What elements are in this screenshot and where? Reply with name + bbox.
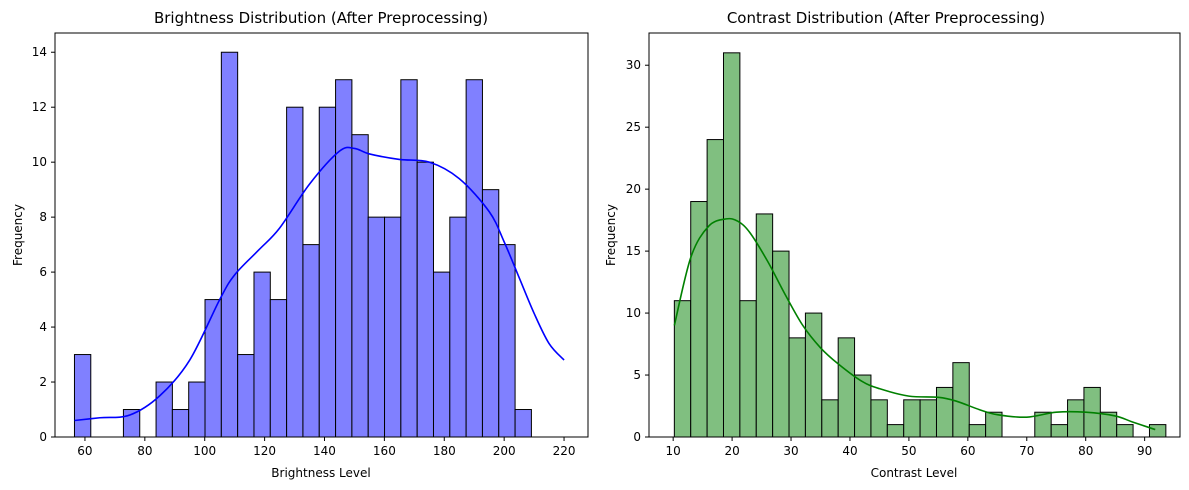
histogram-bar <box>985 411 1003 438</box>
x-tick-label: 60 <box>77 444 92 458</box>
x-tick-label: 60 <box>960 444 975 458</box>
histogram-bar <box>870 399 888 438</box>
x-axis-label: Brightness Level <box>271 466 370 480</box>
histogram-bar <box>968 424 987 438</box>
histogram-bar <box>1116 424 1134 438</box>
histogram-bar <box>351 134 369 438</box>
histogram-bar <box>1148 424 1167 438</box>
histogram-bar <box>171 409 190 438</box>
x-tick-label: 100 <box>193 444 216 458</box>
kde-curve <box>74 146 565 422</box>
axes-frame <box>54 32 589 438</box>
histogram-bar <box>903 399 921 438</box>
histogram-bar <box>837 337 856 438</box>
y-tick-label: 5 <box>633 368 641 382</box>
histogram-bar <box>919 399 937 438</box>
x-tick-label: 90 <box>1137 444 1152 458</box>
histogram-bar <box>237 354 255 438</box>
y-tick-label: 30 <box>626 58 641 72</box>
y-tick-label: 8 <box>39 210 47 224</box>
x-tick-label: 70 <box>1019 444 1034 458</box>
histogram-bar <box>220 51 239 438</box>
histogram-bar <box>367 216 386 438</box>
x-tick-label: 10 <box>666 444 681 458</box>
histogram-bar <box>1050 424 1069 438</box>
y-axis-label: Frequency <box>604 204 618 266</box>
x-tick-label: 140 <box>313 444 336 458</box>
x-tick-label: 160 <box>373 444 396 458</box>
y-tick-label: 25 <box>626 120 641 134</box>
histogram-bar <box>673 300 692 438</box>
x-tick-label: 80 <box>1078 444 1093 458</box>
contrast-plot-area: 10 20 30 40 50 60 70 80 90 0 5 10 15 20 25 30 <box>626 32 1181 458</box>
x-tick-label: 40 <box>842 444 857 458</box>
histogram-bar <box>788 337 806 438</box>
histogram-bar <box>449 216 467 438</box>
y-tick-label: 12 <box>32 100 47 114</box>
histogram-bar <box>416 161 434 438</box>
y-tick-label: 0 <box>633 430 641 444</box>
y-tick-label: 2 <box>39 375 47 389</box>
histogram-bar <box>465 79 483 438</box>
y-tick-label: 4 <box>39 320 47 334</box>
histogram-bar <box>722 52 741 438</box>
x-tick-label: 200 <box>493 444 516 458</box>
y-tick-label: 0 <box>39 430 47 444</box>
histogram-bar <box>772 250 790 438</box>
histogram-bar <box>706 139 724 438</box>
x-tick-label: 220 <box>553 444 576 458</box>
histogram-bar <box>432 271 451 438</box>
chart-title: Brightness Distribution (After Preproces… <box>154 9 488 27</box>
kde-curve <box>673 217 1156 431</box>
y-tick-label: 20 <box>626 182 641 196</box>
histogram-bar <box>739 300 757 438</box>
histogram-bar <box>73 354 92 438</box>
histogram-bar <box>253 271 271 438</box>
histogram-bar <box>952 362 970 438</box>
chart-title: Contrast Distribution (After Preprocessi… <box>727 9 1045 27</box>
histogram-bar <box>498 244 516 438</box>
histogram-bar <box>690 201 708 438</box>
y-tick-label: 10 <box>32 155 47 169</box>
x-tick-label: 30 <box>783 444 798 458</box>
axes-frame <box>648 32 1181 438</box>
histogram-bar <box>481 189 500 438</box>
histogram-bar <box>286 106 304 438</box>
histogram-bar <box>1067 399 1085 438</box>
histogram-bar <box>269 299 288 438</box>
histogram-bar <box>821 399 839 438</box>
y-tick-label: 15 <box>626 244 641 258</box>
histogram-bar <box>155 381 173 438</box>
histogram-bar <box>335 79 353 438</box>
y-tick-label: 6 <box>39 265 47 279</box>
histogram-bar <box>384 216 402 438</box>
y-axis-label: Frequency <box>11 204 25 266</box>
histogram-bar <box>302 244 320 438</box>
histogram-bar <box>204 299 222 438</box>
x-tick-label: 20 <box>724 444 739 458</box>
brightness-plot-area: 60 80 100 120 140 160 180 200 220 0 2 4 6 8 10 12 14 <box>32 32 589 458</box>
histogram-bar <box>400 79 418 438</box>
histogram-bar <box>188 381 206 438</box>
histogram-bar <box>886 424 905 438</box>
x-tick-label: 50 <box>901 444 916 458</box>
x-axis-label: Contrast Level <box>871 466 958 480</box>
y-tick-label: 10 <box>626 306 641 320</box>
x-tick-label: 120 <box>253 444 276 458</box>
histogram-bar <box>514 409 532 438</box>
x-tick-label: 180 <box>433 444 456 458</box>
contrast-chart: Contrast Distribution (After Preprocessi… <box>604 9 1181 480</box>
brightness-chart: Brightness Distribution (After Preproces… <box>11 9 589 480</box>
histogram-bar <box>935 386 954 438</box>
y-tick-label: 14 <box>32 45 47 59</box>
x-tick-label: 80 <box>137 444 152 458</box>
